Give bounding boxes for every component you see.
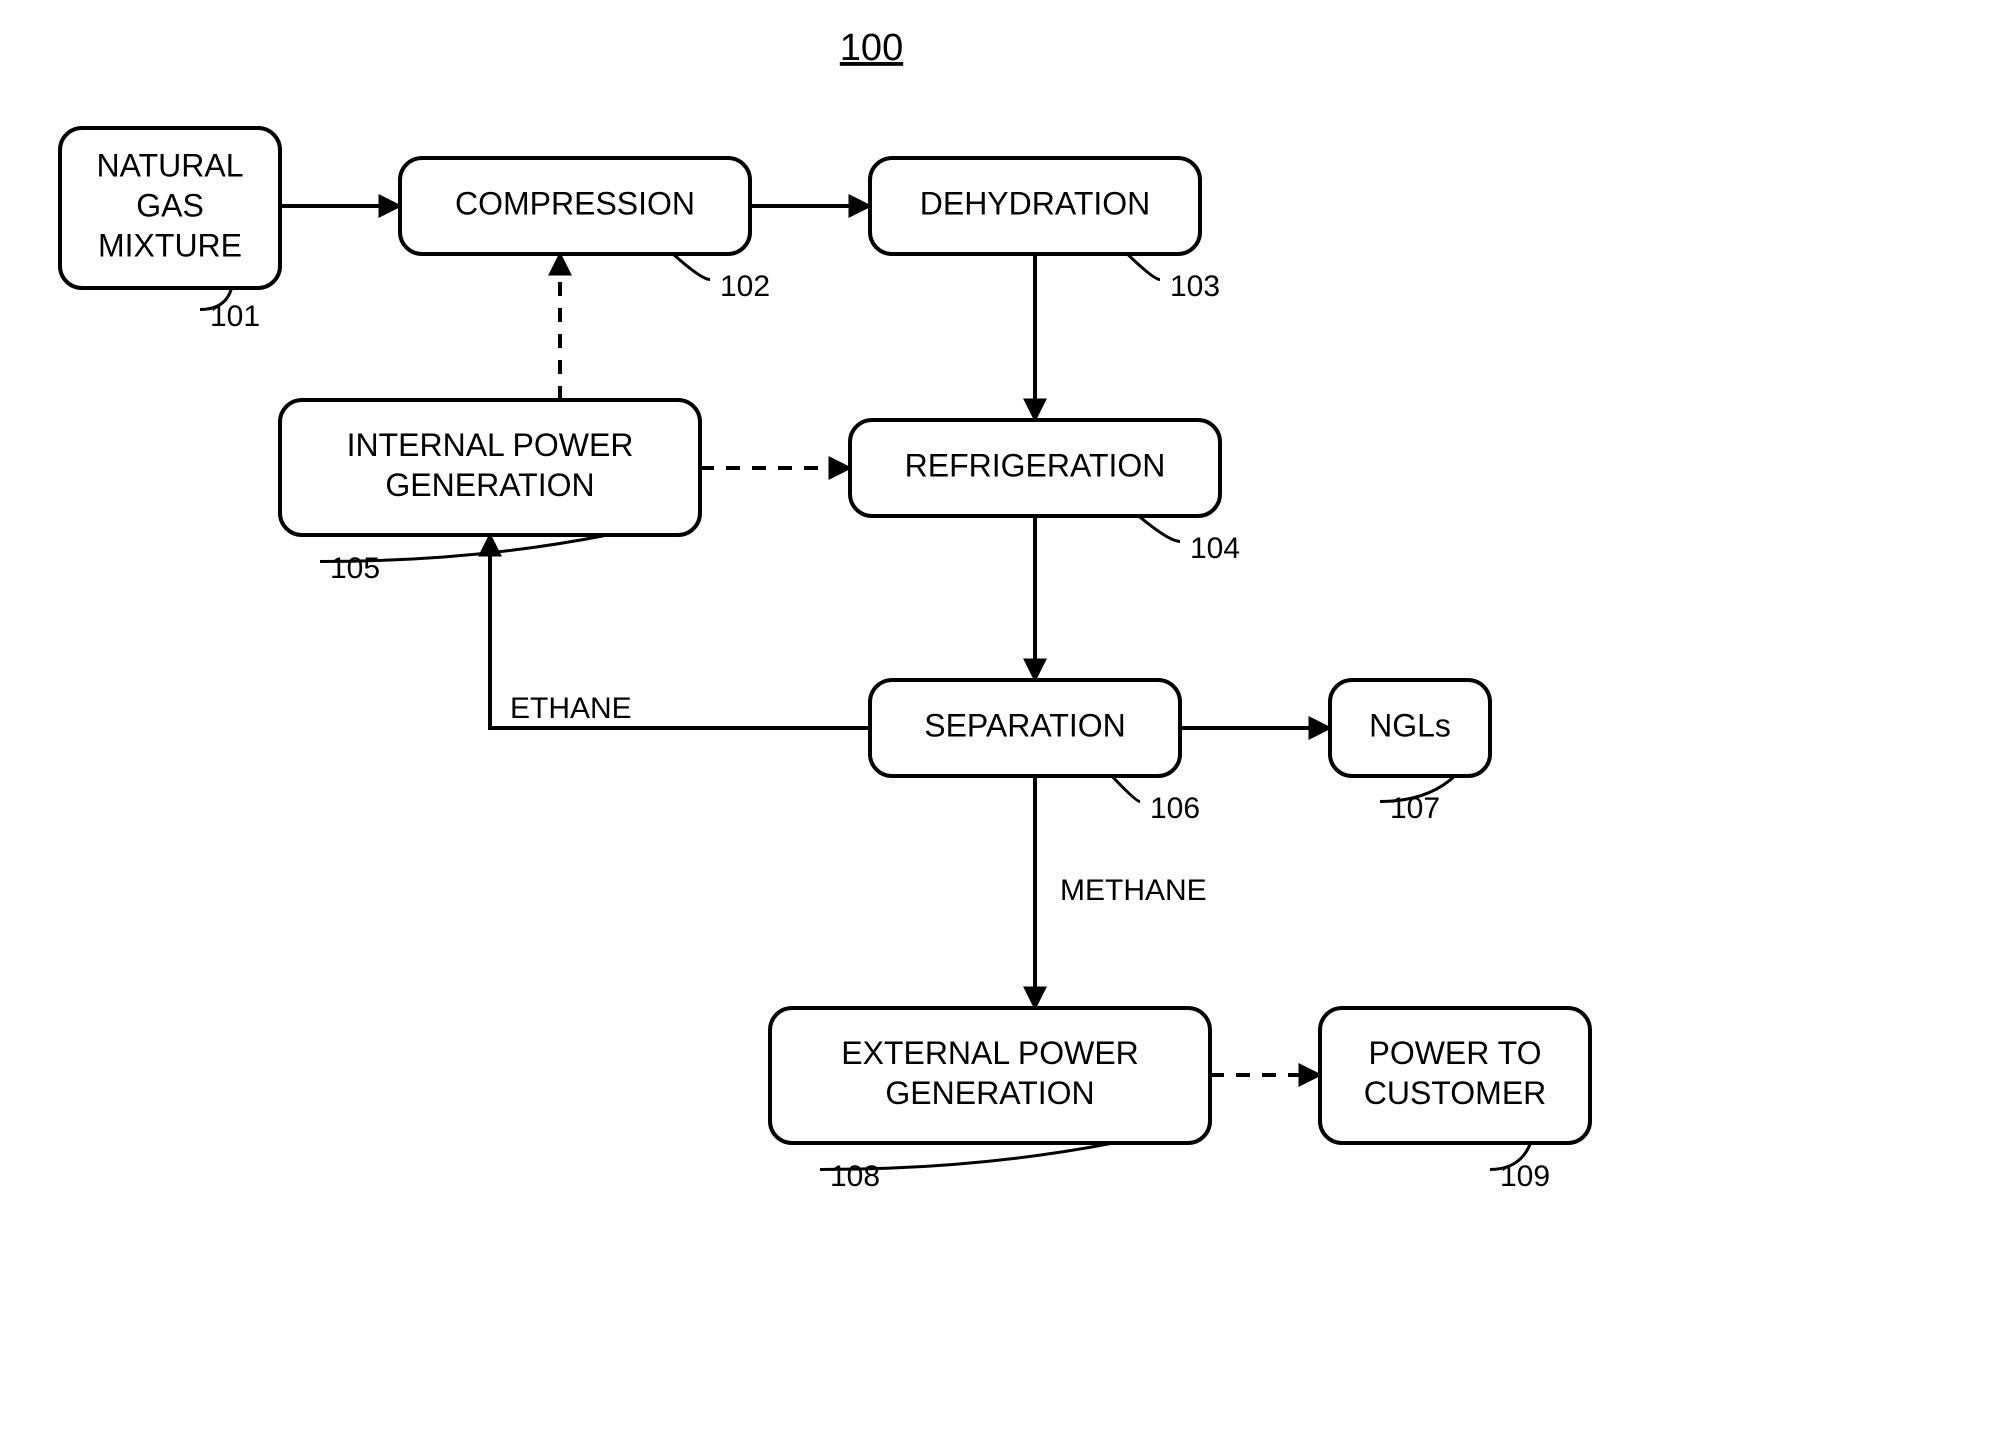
node-n108: EXTERNAL POWER GENERATION — [770, 1008, 1210, 1143]
node-label: EXTERNAL POWER — [841, 1035, 1139, 1071]
node-label: SEPARATION — [924, 707, 1126, 743]
callout-hook — [673, 254, 710, 280]
ref-label-109: 109 — [1500, 1160, 1550, 1193]
node-label: GAS — [136, 187, 204, 223]
node-label: COMPRESSION — [455, 185, 695, 221]
edge-label: METHANE — [1060, 874, 1207, 907]
ref-label-106: 106 — [1150, 792, 1200, 825]
node-label: MIXTURE — [98, 227, 242, 263]
node-label: REFRIGERATION — [905, 447, 1166, 483]
node-label: GENERATION — [385, 467, 594, 503]
ref-label-102: 102 — [720, 270, 770, 303]
node-n109: POWER TO CUSTOMER — [1320, 1008, 1590, 1143]
callout-hook — [1112, 776, 1140, 802]
node-n104: REFRIGERATION — [850, 420, 1220, 516]
node-label: INTERNAL POWER — [347, 427, 634, 463]
ref-label-108: 108 — [830, 1160, 880, 1193]
node-label: NATURAL — [97, 147, 244, 183]
nodes-layer: NATURAL GAS MIXTURE COMPRESSION DEHYDRATION R… — [60, 128, 1590, 1143]
diagram-title: 100 — [840, 27, 903, 69]
callout-hook — [1139, 516, 1180, 542]
flowchart-diagram: NATURAL GAS MIXTURE COMPRESSION DEHYDRATION R… — [0, 0, 2003, 1436]
node-n106: SEPARATION — [870, 680, 1180, 776]
node-n101: NATURAL GAS MIXTURE — [60, 128, 280, 288]
node-label: GENERATION — [885, 1075, 1094, 1111]
ref-label-107: 107 — [1390, 792, 1440, 825]
edges-layer — [280, 206, 1330, 1075]
ref-label-101: 101 — [210, 300, 260, 333]
node-label: DEHYDRATION — [920, 185, 1151, 221]
node-label: NGLs — [1369, 707, 1451, 743]
node-n102: COMPRESSION — [400, 158, 750, 254]
node-label: CUSTOMER — [1364, 1075, 1547, 1111]
node-label: POWER TO — [1368, 1035, 1541, 1071]
node-n105: INTERNAL POWER GENERATION — [280, 400, 700, 535]
ref-label-105: 105 — [330, 552, 380, 585]
ref-label-103: 103 — [1170, 270, 1220, 303]
callout-hook — [1127, 254, 1160, 280]
node-n107: NGLs — [1330, 680, 1490, 776]
ref-label-104: 104 — [1190, 532, 1240, 565]
node-n103: DEHYDRATION — [870, 158, 1200, 254]
edge-label: ETHANE — [510, 692, 632, 725]
